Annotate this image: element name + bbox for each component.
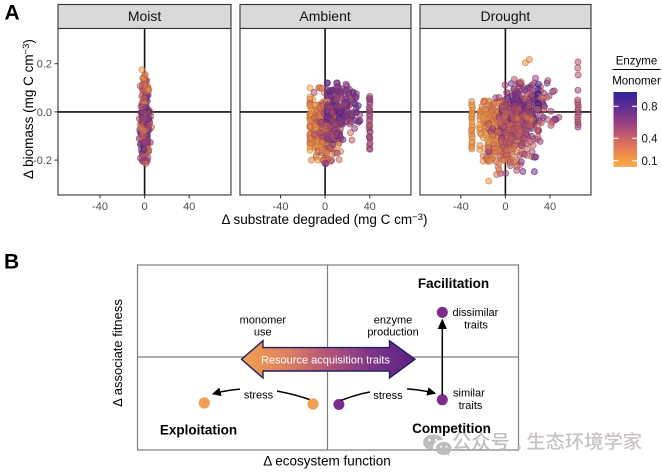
svg-text:40: 40	[183, 201, 195, 213]
svg-text:-40: -40	[92, 201, 108, 213]
svg-text:-40: -40	[273, 201, 289, 213]
svg-text:stress: stress	[373, 390, 403, 402]
svg-text:traits: traits	[464, 320, 488, 332]
svg-text:B: B	[4, 251, 19, 274]
svg-text:Δ biomass (mg C cm−3): Δ biomass (mg C cm−3)	[21, 39, 36, 179]
svg-text:production: production	[367, 327, 418, 339]
svg-text:A: A	[5, 2, 20, 25]
svg-text:enzyme: enzyme	[374, 315, 413, 327]
svg-text:0: 0	[502, 201, 508, 213]
svg-text:0.2: 0.2	[37, 59, 52, 71]
svg-text:Resource acquisition traits: Resource acquisition traits	[261, 354, 391, 366]
svg-text:0: 0	[322, 201, 328, 213]
svg-text:Δ ecosystem function: Δ ecosystem function	[263, 454, 391, 469]
svg-text:0.8: 0.8	[642, 101, 658, 113]
svg-text:0: 0	[142, 201, 148, 213]
svg-text:Enzyme: Enzyme	[616, 56, 658, 68]
svg-text:40: 40	[544, 201, 556, 213]
svg-text:similar: similar	[453, 387, 485, 399]
svg-text:0.4: 0.4	[642, 133, 659, 145]
svg-text:-40: -40	[453, 201, 469, 213]
svg-text:0.0: 0.0	[37, 107, 52, 119]
svg-text:40: 40	[364, 201, 376, 213]
svg-text:Drought: Drought	[480, 8, 530, 24]
svg-text:Competition: Competition	[412, 421, 491, 436]
svg-text:Moist: Moist	[128, 8, 162, 24]
svg-text:Monomer: Monomer	[612, 76, 661, 88]
svg-text:Δ associate fitness: Δ associate fitness	[110, 299, 125, 407]
svg-text:traits: traits	[459, 400, 483, 412]
svg-text:use: use	[254, 327, 272, 339]
svg-text:0.1: 0.1	[642, 156, 658, 168]
svg-text:monomer: monomer	[240, 315, 287, 327]
svg-text:stress: stress	[244, 389, 274, 401]
svg-text:dissimilar: dissimilar	[453, 307, 499, 319]
svg-text:Exploitation: Exploitation	[160, 423, 237, 438]
svg-text:Facilitation: Facilitation	[418, 276, 489, 291]
svg-text:Ambient: Ambient	[299, 8, 350, 24]
svg-text:Δ substrate degraded (mg C cm−: Δ substrate degraded (mg C cm−3)	[222, 212, 428, 227]
svg-text:-0.2: -0.2	[33, 155, 52, 167]
